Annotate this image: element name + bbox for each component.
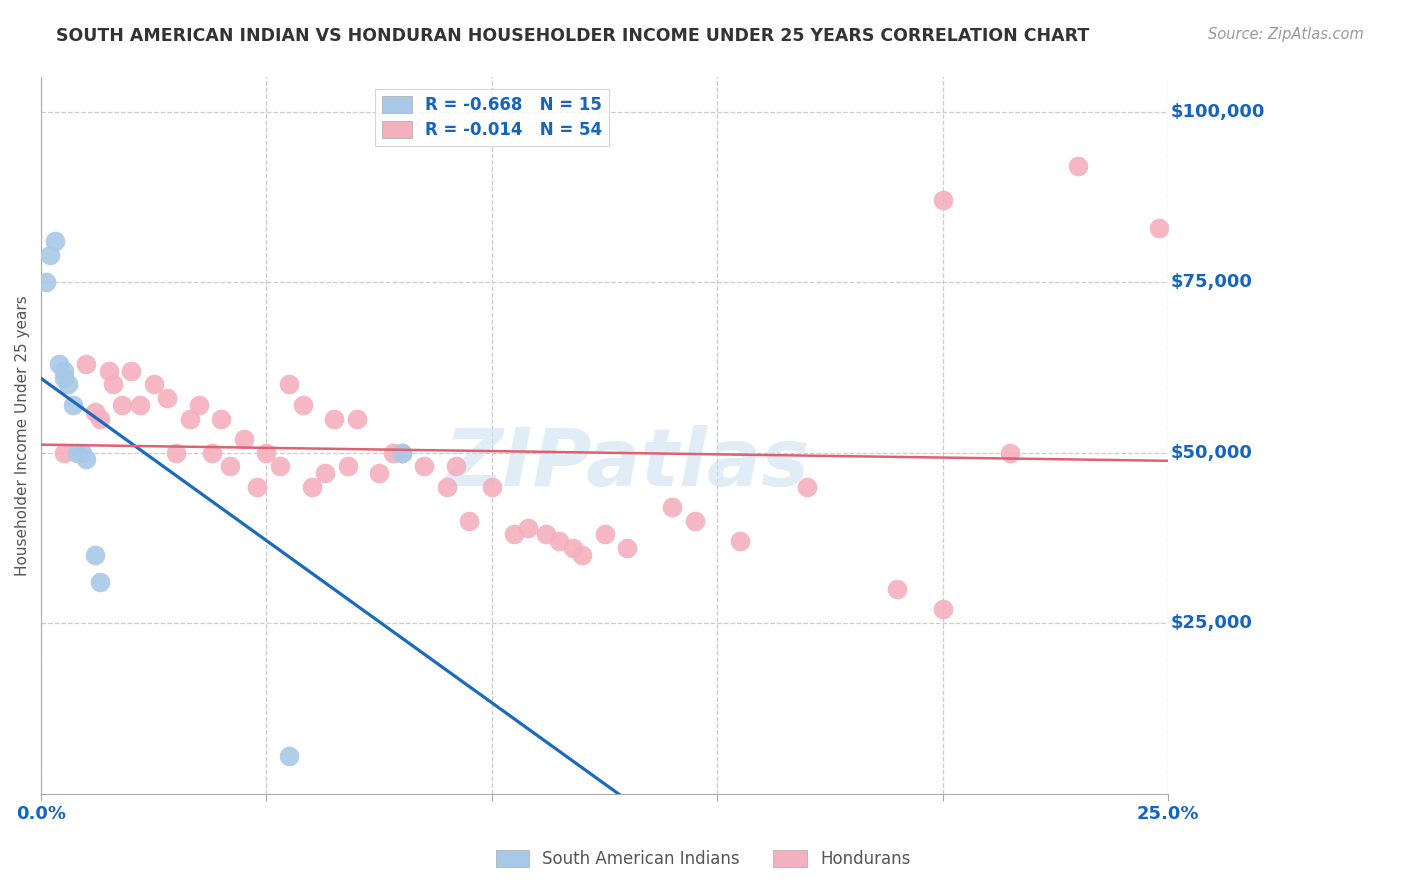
Point [562,541,585,555]
Point [548,534,571,549]
Point [142,377,165,392]
Point [301,480,323,494]
Point [256,445,278,459]
Point [89,411,111,425]
Point [444,459,467,474]
Point [89,575,111,590]
Point [336,459,359,474]
Point [998,445,1021,459]
Legend: R = -0.668   N = 15, R = -0.014   N = 54: R = -0.668 N = 15, R = -0.014 N = 54 [375,89,609,145]
Point [458,514,481,528]
Text: SOUTH AMERICAN INDIAN VS HONDURAN HOUSEHOLDER INCOME UNDER 25 YEARS CORRELATION : SOUTH AMERICAN INDIAN VS HONDURAN HOUSEH… [56,27,1090,45]
Point [413,459,436,474]
Point [436,480,458,494]
Point [120,364,142,378]
Point [931,193,953,207]
Point [70,445,93,459]
Point [84,548,107,562]
Y-axis label: Householder Income Under 25 years: Householder Income Under 25 years [15,295,30,576]
Point [314,466,336,480]
Point [52,445,75,459]
Text: $25,000: $25,000 [1170,615,1251,632]
Point [129,398,152,412]
Point [48,357,70,371]
Point [52,370,75,384]
Point [111,398,134,412]
Point [323,411,346,425]
Point [97,364,120,378]
Legend: South American Indians, Hondurans: South American Indians, Hondurans [489,843,917,875]
Point [931,602,953,616]
Point [381,445,404,459]
Point [34,275,56,289]
Point [291,398,314,412]
Text: $50,000: $50,000 [1170,443,1251,462]
Point [56,377,79,392]
Point [661,500,683,515]
Point [165,445,187,459]
Point [683,514,706,528]
Point [534,527,557,541]
Point [219,459,242,474]
Point [1147,220,1170,235]
Text: $100,000: $100,000 [1170,103,1264,120]
Point [278,749,301,764]
Text: $75,000: $75,000 [1170,273,1251,291]
Point [156,391,179,405]
Point [187,398,209,412]
Point [44,234,66,248]
Point [571,548,593,562]
Point [75,452,97,467]
Point [84,405,107,419]
Point [368,466,391,480]
Point [278,377,301,392]
Point [246,480,269,494]
Point [39,248,62,262]
Point [391,445,413,459]
Point [593,527,616,541]
Point [66,445,89,459]
Point [209,411,232,425]
Point [796,480,818,494]
Point [616,541,638,555]
Point [728,534,751,549]
Point [201,445,224,459]
Point [232,432,254,446]
Point [346,411,368,425]
Point [52,364,75,378]
Point [516,521,538,535]
Point [179,411,201,425]
Point [62,398,84,412]
Point [1067,159,1090,173]
Point [75,357,97,371]
Point [481,480,503,494]
Point [103,377,125,392]
Text: Source: ZipAtlas.com: Source: ZipAtlas.com [1208,27,1364,42]
Point [269,459,291,474]
Text: ZIPatlas: ZIPatlas [444,425,810,503]
Point [886,582,908,596]
Point [503,527,526,541]
Point [391,445,413,459]
